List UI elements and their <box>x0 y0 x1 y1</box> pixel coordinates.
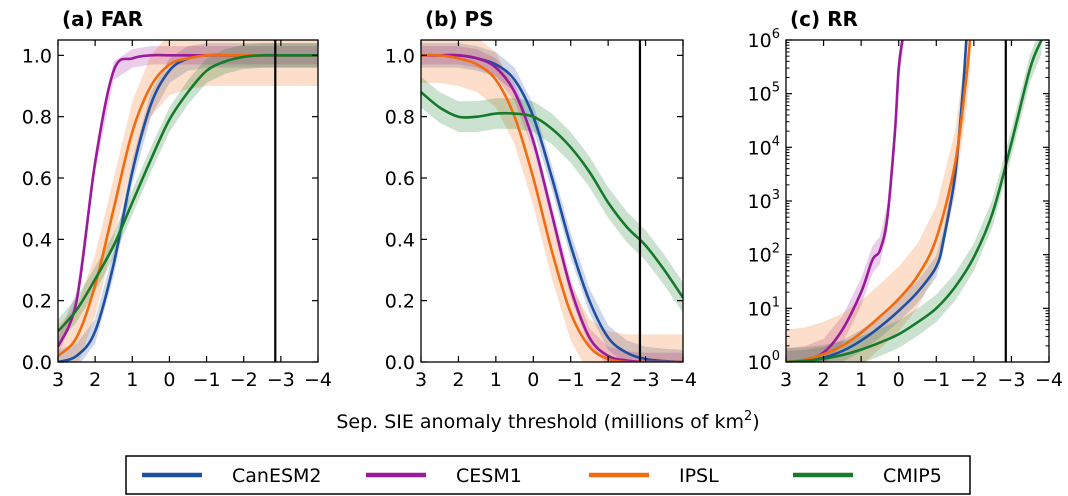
y-tick-label: 103 <box>748 188 780 213</box>
legend-entry-ipsl: IPSL <box>589 465 719 487</box>
axes-frame <box>420 39 684 363</box>
band-ipsl <box>786 40 971 362</box>
y-tick-label: 0.8 <box>22 107 52 129</box>
x-tick-label: −2 <box>230 369 258 391</box>
band-cmip5 <box>421 76 683 313</box>
x-tick-label: 3 <box>415 369 427 391</box>
plot-area <box>421 40 683 362</box>
y-tick-label: 101 <box>748 295 780 320</box>
y-tick-label: 100 <box>748 349 780 374</box>
line-cmip5 <box>786 40 1043 362</box>
x-tick-label: −1 <box>557 369 585 391</box>
y-tick-label: 0.4 <box>385 229 415 251</box>
x-tick-label: 3 <box>52 369 64 391</box>
x-tick-label: −1 <box>193 369 221 391</box>
x-tick-label: 0 <box>527 369 539 391</box>
y-tick-label: 0.0 <box>22 352 52 374</box>
x-tick-label: 1 <box>490 369 502 391</box>
x-tick-label: 2 <box>452 369 464 391</box>
legend-label: CanESM2 <box>232 465 322 487</box>
panel-c: 3 2 1 0 −1 −2 −3 −4 100 101 102 103 104 105 106 (c) RR <box>748 7 1063 391</box>
band-canesm2 <box>786 40 967 362</box>
band-cesm1 <box>421 46 683 362</box>
panel-a: 3 2 1 0 −1 −2 −3 −4 0.0 0.2 0.4 0.6 0.8 1.0 (a) FAR <box>22 7 332 391</box>
panel-title: (b) PS <box>425 7 494 31</box>
x-tick-label: −3 <box>632 369 660 391</box>
y-tick-label: 0.6 <box>385 168 415 190</box>
legend-label: CMIP5 <box>883 465 942 487</box>
x-tick-label: −4 <box>669 369 697 391</box>
plot-area <box>58 40 318 362</box>
panel-b: 3 2 1 0 −1 −2 −3 −4 0.0 0.2 0.4 0.6 0.8 1.0 (b) PS <box>385 7 697 391</box>
legend-label: CESM1 <box>456 465 522 487</box>
x-tick-label: −3 <box>997 369 1025 391</box>
y-tick-label: 0.2 <box>385 291 415 313</box>
x-tick-label: 3 <box>780 369 792 391</box>
band-ipsl <box>421 40 683 362</box>
x-tick-label: 1 <box>126 369 138 391</box>
line-ipsl <box>786 40 972 362</box>
x-tick-label: 2 <box>89 369 101 391</box>
x-tick-label: −2 <box>594 369 622 391</box>
axes-frame <box>57 39 319 363</box>
x-tick-label: 2 <box>818 369 830 391</box>
y-tick-label: 105 <box>748 81 780 106</box>
y-tick-label: 0.6 <box>22 168 52 190</box>
band-ipsl <box>58 40 318 362</box>
x-axis-label: Sep. SIE anomaly threshold (millions of … <box>336 409 759 433</box>
panel-title: (a) FAR <box>62 7 143 31</box>
y-tick-label: 102 <box>748 242 780 267</box>
y-tick-label: 1.0 <box>22 45 52 67</box>
legend-entry-cmip5: CMIP5 <box>793 465 942 487</box>
x-tick-label: −2 <box>960 369 988 391</box>
band-cmip5 <box>58 43 318 344</box>
x-tick-label: −3 <box>267 369 295 391</box>
legend-entry-cesm1: CESM1 <box>366 465 522 487</box>
plot-area <box>786 40 1043 362</box>
x-tick-label: −1 <box>922 369 950 391</box>
y-tick-label: 0.4 <box>22 229 52 251</box>
y-tick-label: 0.2 <box>22 291 52 313</box>
y-tick-label: 106 <box>748 27 780 52</box>
x-tick-label: −4 <box>304 369 332 391</box>
y-tick-label: 1.0 <box>385 45 415 67</box>
legend-label: IPSL <box>679 465 719 487</box>
y-tick-label: 104 <box>748 134 780 159</box>
line-ipsl <box>421 53 683 362</box>
y-tick-label: 0.0 <box>385 352 415 374</box>
panel-title: (c) RR <box>790 7 858 31</box>
legend-entry-canesm2: CanESM2 <box>142 465 322 487</box>
y-tick-label: 0.8 <box>385 107 415 129</box>
legend: CanESM2 CESM1 IPSL CMIP5 <box>125 455 971 495</box>
x-tick-label: 1 <box>855 369 867 391</box>
x-tick-label: 0 <box>163 369 175 391</box>
x-tick-label: 0 <box>893 369 905 391</box>
chart-panels: 3 2 1 0 −1 −2 −3 −4 0.0 0.2 0.4 0.6 0.8 1.0 (a) FAR 3 2 1… <box>22 7 1063 391</box>
x-tick-label: −4 <box>1035 369 1063 391</box>
